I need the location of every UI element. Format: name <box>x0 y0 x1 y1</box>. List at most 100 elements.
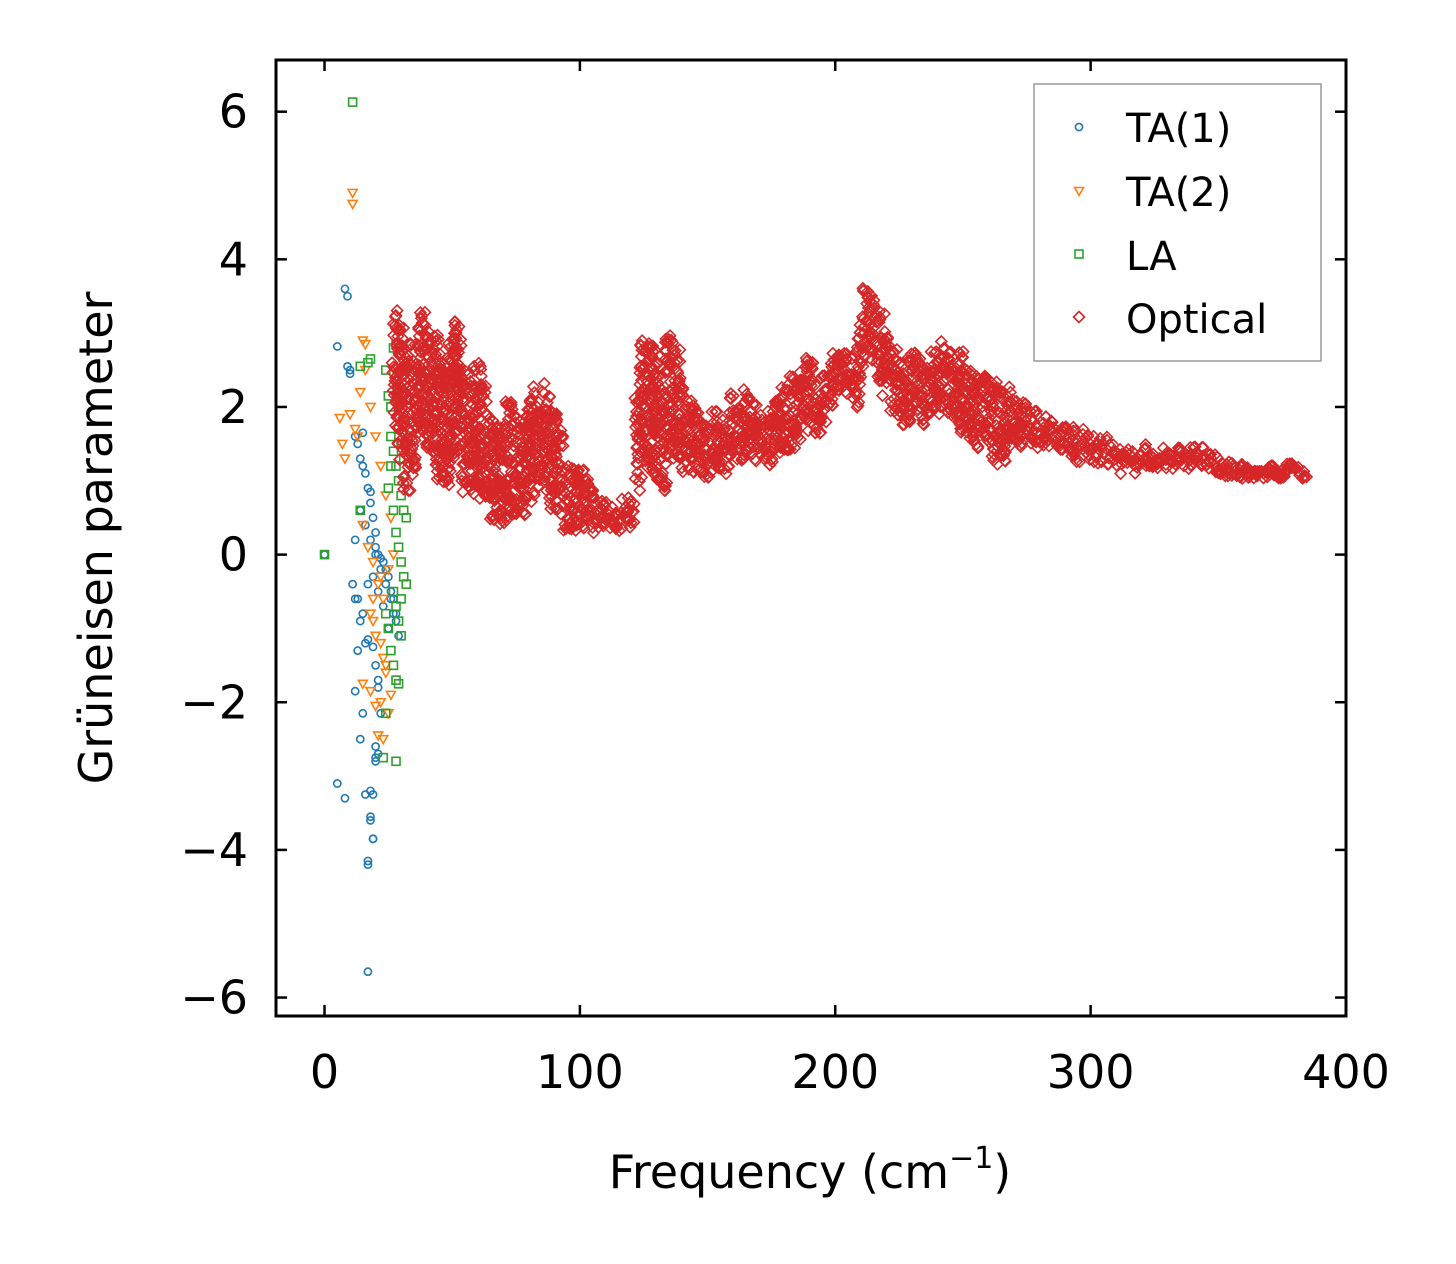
data-point-optical <box>531 480 545 494</box>
data-point-optical <box>867 293 881 307</box>
data-point-optical <box>627 497 641 511</box>
data-point-optical <box>646 344 660 359</box>
data-point-optical <box>633 395 647 409</box>
data-point-optical <box>429 369 443 384</box>
data-point-optical <box>515 505 530 520</box>
data-point-optical <box>1015 436 1029 451</box>
x-tick-label: 0 <box>310 1045 339 1099</box>
data-point-la <box>388 660 399 671</box>
data-point-optical <box>1029 426 1044 440</box>
data-point-optical <box>473 441 487 455</box>
data-point-optical <box>1067 444 1081 458</box>
data-point-optical <box>595 494 609 508</box>
data-point-optical <box>994 425 1009 439</box>
data-point-optical <box>710 404 724 419</box>
legend-marker-ta-1- <box>1074 122 1084 132</box>
data-point-optical <box>455 470 469 484</box>
data-point-la <box>386 645 396 656</box>
data-point-optical <box>550 429 564 443</box>
data-point-optical <box>501 398 515 412</box>
data-point-optical <box>583 504 598 518</box>
data-point-optical <box>960 397 974 411</box>
data-point-ta-1- <box>368 513 378 523</box>
data-point-optical <box>467 487 481 501</box>
data-point-optical <box>1297 464 1311 479</box>
data-point-optical <box>406 461 421 475</box>
data-point-ta-1- <box>371 542 380 552</box>
data-point-optical <box>855 310 870 324</box>
data-point-optical <box>856 359 870 373</box>
data-point-optical <box>448 318 462 333</box>
data-point-ta-1- <box>355 454 365 464</box>
data-point-optical <box>612 524 626 538</box>
data-point-ta-1- <box>363 860 373 870</box>
data-point-optical <box>1019 397 1033 411</box>
data-point-optical <box>1234 457 1249 472</box>
data-point-optical <box>527 485 541 500</box>
data-point-optical <box>568 491 582 505</box>
data-point-optical <box>499 438 513 452</box>
data-point-la <box>347 97 358 107</box>
data-point-optical <box>505 402 519 416</box>
data-point-optical <box>681 423 696 437</box>
data-point-optical <box>1182 461 1196 476</box>
data-point-optical <box>992 436 1007 450</box>
data-point-optical <box>608 507 622 521</box>
data-point-optical <box>1011 406 1025 421</box>
series-la-points <box>319 97 412 767</box>
data-point-optical <box>436 475 451 489</box>
data-point-optical <box>652 369 666 383</box>
data-point-la <box>365 354 376 364</box>
data-point-optical <box>981 415 995 429</box>
data-point-optical <box>927 357 941 372</box>
data-point-optical <box>1018 405 1032 419</box>
data-point-optical <box>700 442 714 456</box>
data-point-optical <box>788 441 802 455</box>
data-point-optical <box>909 352 924 366</box>
data-point-optical <box>749 410 763 424</box>
data-point-optical <box>472 420 487 434</box>
data-point-optical <box>408 458 422 472</box>
data-point-optical <box>515 491 529 506</box>
data-point-ta-2- <box>336 439 349 451</box>
data-point-optical <box>1081 429 1095 444</box>
data-point-ta-1- <box>381 579 391 589</box>
data-point-ta-1- <box>363 579 373 589</box>
data-point-ta-2- <box>354 387 367 399</box>
data-point-optical <box>570 515 584 529</box>
data-point-optical <box>479 394 494 409</box>
data-point-optical <box>506 475 520 489</box>
data-point-ta-2- <box>382 565 395 576</box>
data-point-la <box>393 678 404 689</box>
data-point-optical <box>439 398 454 412</box>
data-point-ta-1- <box>366 498 375 508</box>
data-point-optical <box>443 455 457 470</box>
data-point-ta-2- <box>387 550 400 561</box>
data-point-optical <box>541 422 555 436</box>
data-point-la <box>393 616 404 626</box>
data-point-optical <box>1203 447 1218 461</box>
data-point-optical <box>470 406 484 421</box>
data-point-optical <box>943 345 957 360</box>
data-point-la <box>388 586 399 597</box>
data-point-optical <box>857 335 872 350</box>
x-axis-label: Frequency (cm−1) <box>609 1141 1012 1199</box>
data-point-optical <box>524 406 538 420</box>
y-tick-label: 0 <box>219 528 248 582</box>
data-point-optical <box>688 401 702 415</box>
data-point-optical <box>1040 434 1054 448</box>
data-point-optical <box>544 450 558 465</box>
data-point-optical <box>467 359 481 373</box>
data-point-ta-1- <box>350 535 360 545</box>
data-point-optical <box>454 420 468 434</box>
data-point-optical <box>660 476 674 490</box>
data-point-optical <box>723 449 737 463</box>
data-point-optical <box>447 360 461 375</box>
data-point-optical <box>448 314 462 329</box>
data-point-optical <box>672 428 686 442</box>
y-axis-label: Grüneisen parameter <box>69 291 123 784</box>
data-point-optical <box>513 415 527 429</box>
data-point-ta-2- <box>367 594 379 606</box>
data-point-ta-2- <box>367 557 379 569</box>
data-point-optical <box>658 344 673 359</box>
